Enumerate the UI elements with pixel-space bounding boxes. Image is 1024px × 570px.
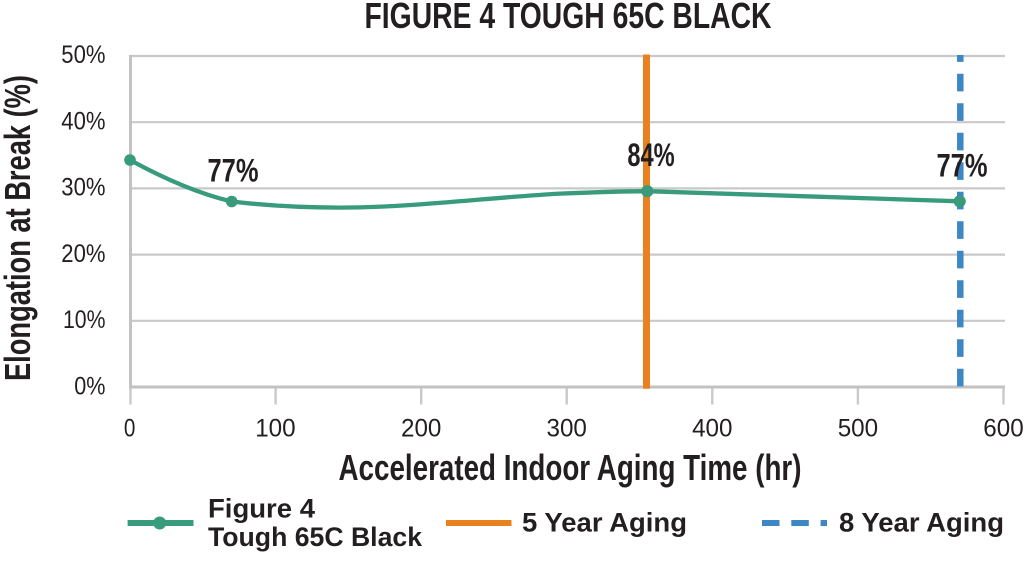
svg-text:84%: 84%: [627, 137, 674, 173]
svg-text:5 Year Aging: 5 Year Aging: [522, 508, 687, 538]
svg-text:Figure 4: Figure 4: [208, 493, 315, 523]
svg-text:8 Year Aging: 8 Year Aging: [839, 508, 1004, 538]
svg-text:0: 0: [124, 415, 136, 443]
svg-text:10%: 10%: [63, 306, 106, 334]
svg-text:50%: 50%: [61, 41, 105, 69]
svg-text:600: 600: [983, 415, 1023, 443]
svg-text:Tough 65C Black: Tough 65C Black: [208, 522, 423, 552]
svg-text:20%: 20%: [61, 240, 105, 268]
svg-text:40%: 40%: [61, 107, 105, 135]
svg-text:Accelerated Indoor Aging Time: Accelerated Indoor Aging Time (hr): [339, 447, 802, 488]
svg-text:400: 400: [692, 415, 732, 443]
svg-text:FIGURE 4 TOUGH 65C BLACK: FIGURE 4 TOUGH 65C BLACK: [365, 0, 772, 36]
svg-text:200: 200: [401, 415, 441, 443]
svg-text:100: 100: [255, 415, 295, 443]
svg-text:300: 300: [547, 415, 587, 443]
svg-text:Elongation at Break (%): Elongation at Break (%): [0, 75, 38, 381]
svg-text:0%: 0%: [74, 372, 105, 400]
svg-text:77%: 77%: [208, 153, 259, 189]
svg-text:30%: 30%: [61, 174, 105, 202]
svg-text:500: 500: [838, 415, 878, 443]
svg-text:77%: 77%: [937, 148, 988, 184]
